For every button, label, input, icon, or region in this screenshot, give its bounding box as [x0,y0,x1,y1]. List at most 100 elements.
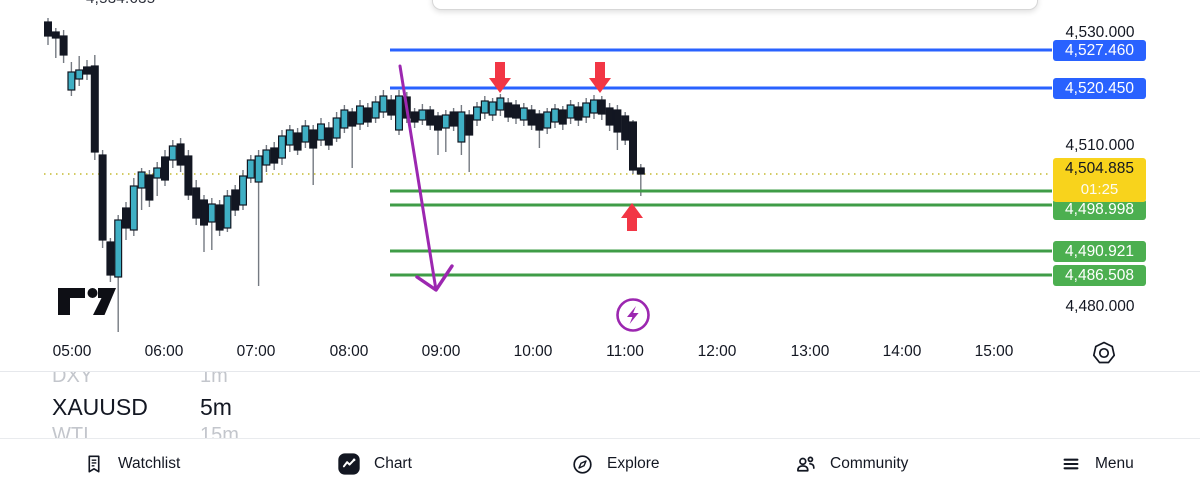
candle [340,109,349,129]
candle [153,167,162,179]
price-level-label[interactable]: 4,486.508 [1053,265,1146,286]
candle [395,95,404,131]
candle [566,104,575,119]
price-scale[interactable]: 4,530.000 4,510.000 4,480.000 4,527.460 4,52… [1052,0,1200,336]
candle [161,156,170,181]
last-price-label[interactable]: 4,504.885 01:25 [1053,158,1146,202]
candle [410,111,419,123]
candle [223,195,232,229]
trend-arrow-line[interactable] [398,64,438,292]
candle [613,109,622,133]
time-axis-tick: 07:00 [236,343,276,360]
compass-icon [573,454,592,474]
candle [558,109,567,125]
candle [473,106,482,121]
candle [589,99,598,114]
candle [449,111,458,127]
time-axis-tick: 08:00 [329,343,369,360]
candle [418,109,427,121]
nav-item-menu[interactable]: Menu [1059,439,1134,488]
candle [278,135,287,159]
candle [605,107,614,126]
candle [496,97,505,111]
chart-canvas[interactable] [0,0,1200,372]
price-level-label[interactable]: 4,490.921 [1053,241,1146,262]
time-axis-tick: 10:00 [513,343,553,360]
candle [309,129,318,149]
candle [441,114,450,129]
candle [356,105,365,125]
red-up-arrow[interactable] [621,203,643,231]
red-down-arrow[interactable] [489,62,511,93]
candle [324,127,333,146]
time-axis-tick: 15:00 [974,343,1014,360]
nav-item-explore[interactable]: Explore [570,439,660,488]
interval-current[interactable]: 5m [200,394,232,420]
time-axis-settings-icon[interactable] [1092,341,1116,364]
nav-label: Menu [1095,455,1134,472]
candle [387,99,396,116]
candle [535,113,544,131]
candle [628,121,637,171]
candle [301,125,310,143]
candle [137,171,146,189]
price-level-label[interactable]: 4,498.998 [1053,199,1146,220]
candle [363,107,372,123]
nav-item-watchlist[interactable]: Watchlist [82,439,180,488]
candle [434,115,443,131]
price-axis-tick: 4,480.000 [1065,298,1135,315]
candle [293,132,302,151]
candle [371,101,380,119]
nav-item-community[interactable]: Community [793,439,908,488]
chart-toolbar: DXY XAUUSD WTI 1m 5m 15m [0,372,1200,438]
bottom-navigation: Watchlist Chart Explore Commu [0,438,1200,488]
symbol-picker[interactable]: DXY XAUUSD WTI [52,372,182,438]
candle [75,69,84,80]
time-axis-tick: 05:00 [52,343,92,360]
candle [465,114,474,136]
symbol-next[interactable]: WTI [52,424,89,438]
nav-label: Explore [607,455,660,472]
candle [43,21,52,37]
symbol-prev[interactable]: DXY [52,372,94,387]
candle [192,187,201,219]
time-axis[interactable]: 05:00 06:00 07:00 08:00 09:00 10:00 11:00 12:00… [0,336,1200,371]
interval-next[interactable]: 15m [200,424,239,438]
price-level-label[interactable]: 4,527.460 [1053,40,1146,61]
chart-icon [338,453,360,475]
candle [145,174,154,201]
bar-countdown: 01:25 [1080,181,1119,198]
candle [98,154,107,241]
candle [519,107,528,121]
candle [106,241,115,276]
candle [621,115,630,141]
candle [488,101,497,116]
candle [82,66,91,75]
candle [200,199,209,226]
candle [129,185,138,231]
candle [379,95,388,113]
candle [59,35,68,56]
time-axis-tick: 13:00 [790,343,830,360]
lightning-badge-circle[interactable] [616,298,650,332]
nav-label: Community [830,455,909,472]
lightning-bolt-icon [627,306,639,324]
symbol-current[interactable]: XAUUSD [52,394,148,420]
candle [114,219,123,278]
candle [67,71,76,91]
trend-arrow-head[interactable] [415,264,454,292]
interval-prev[interactable]: 1m [200,372,228,387]
price-level-label[interactable]: 4,520.450 [1053,78,1146,99]
candle [176,143,185,166]
red-down-arrow[interactable] [589,62,611,93]
candle [597,99,606,115]
time-axis-tick: 09:00 [421,343,461,360]
clipped-price-label: 4,534.635 [86,0,155,7]
price-axis-tick: 4,510.000 [1065,137,1135,154]
interval-picker[interactable]: 1m 5m 15m [200,372,270,438]
nav-label: Chart [374,455,412,472]
chart-pane[interactable]: 4,534.635 4,530.0004,510.0004,480.0004,5… [0,0,1200,372]
nav-item-chart[interactable]: Chart [336,439,412,488]
candle [168,145,177,161]
